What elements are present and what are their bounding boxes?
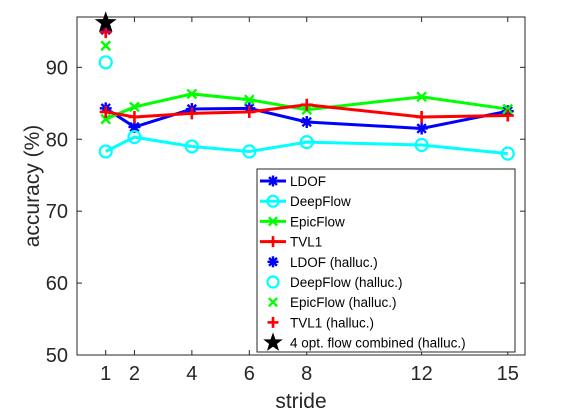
- data-point-epicflow: [129, 101, 140, 113]
- legend-marker: [267, 236, 279, 248]
- halluc-point: [99, 26, 112, 39]
- legend-marker: [266, 275, 280, 289]
- legend-label: LDOF: [290, 174, 326, 189]
- data-point-epicflow: [186, 88, 198, 100]
- series-markers: [98, 88, 515, 161]
- data-point-tvl1: [243, 105, 256, 118]
- legend-box: [256, 168, 516, 353]
- halluc-point: [100, 40, 112, 52]
- y-tick-label: 70: [46, 201, 68, 223]
- halluc-point: [94, 11, 117, 33]
- data-point-epicflow: [100, 113, 112, 125]
- series-line-deepflow: [105, 135, 508, 156]
- legend-label: EpicFlow (halluc.): [290, 295, 397, 310]
- halluc-markers: [94, 11, 117, 70]
- x-axis: 1 2 4 6 8 12 15: [100, 17, 519, 385]
- data-point-deepflow: [98, 144, 113, 159]
- y-tick-label: 90: [46, 57, 68, 79]
- x-tick-label: 1: [100, 363, 111, 385]
- data-point-epicflow: [502, 103, 514, 115]
- data-point-ldof: [415, 122, 428, 135]
- x-tick-label: 8: [301, 363, 312, 385]
- data-point-deepflow: [414, 137, 429, 153]
- legend-label: DeepFlow (halluc.): [290, 275, 403, 290]
- x-tick-label: 2: [129, 363, 140, 385]
- legend-label: TVL1 (halluc.): [290, 315, 374, 330]
- legend-label: EpicFlow: [290, 214, 345, 229]
- data-point-deepflow: [299, 135, 314, 150]
- data-point-tvl1: [128, 110, 141, 123]
- x-tick-label: 12: [410, 363, 432, 385]
- legend-label: LDOF (halluc.): [290, 255, 378, 270]
- legend-label: 4 opt. flow combined (halluc.): [290, 336, 466, 351]
- y-tick-label: 50: [46, 345, 68, 367]
- x-tick-label: 6: [244, 363, 255, 385]
- data-point-deepflow: [242, 144, 257, 159]
- data-point-tvl1: [300, 98, 313, 111]
- legend-marker: [268, 297, 278, 308]
- x-tick-label: 4: [186, 363, 197, 385]
- y-axis: 50 60 70 80 90: [46, 57, 525, 367]
- y-axis-label: accuracy (%): [21, 125, 44, 248]
- y-tick-label: 60: [46, 273, 68, 295]
- legend-marker: [263, 332, 283, 351]
- legend-label: DeepFlow: [290, 194, 351, 209]
- legend-marker: [266, 194, 280, 208]
- legend-marker: [267, 256, 279, 268]
- data-point-tvl1: [415, 110, 428, 123]
- halluc-point: [98, 55, 113, 70]
- legend-marker: [267, 316, 279, 328]
- legend: LDOF DeepFlow EpicFlow TVL1 LDOF (halluc.) De…: [256, 168, 516, 353]
- data-point-tvl1: [185, 107, 198, 120]
- legend-label: TVL1: [290, 235, 322, 250]
- legend-marker: [268, 216, 278, 227]
- legend-marker: [267, 175, 279, 187]
- data-point-tvl1: [501, 109, 514, 122]
- data-point-deepflow: [500, 146, 515, 161]
- data-point-ldof: [300, 115, 313, 128]
- data-point-tvl1: [99, 105, 112, 118]
- data-point-deepflow: [127, 129, 142, 145]
- data-point-epicflow: [243, 94, 255, 106]
- data-point-epicflow: [416, 91, 427, 103]
- x-tick-label: 15: [497, 363, 519, 385]
- y-tick-label: 80: [46, 129, 68, 151]
- data-point-deepflow: [184, 139, 199, 154]
- x-axis-label: stride: [275, 390, 326, 413]
